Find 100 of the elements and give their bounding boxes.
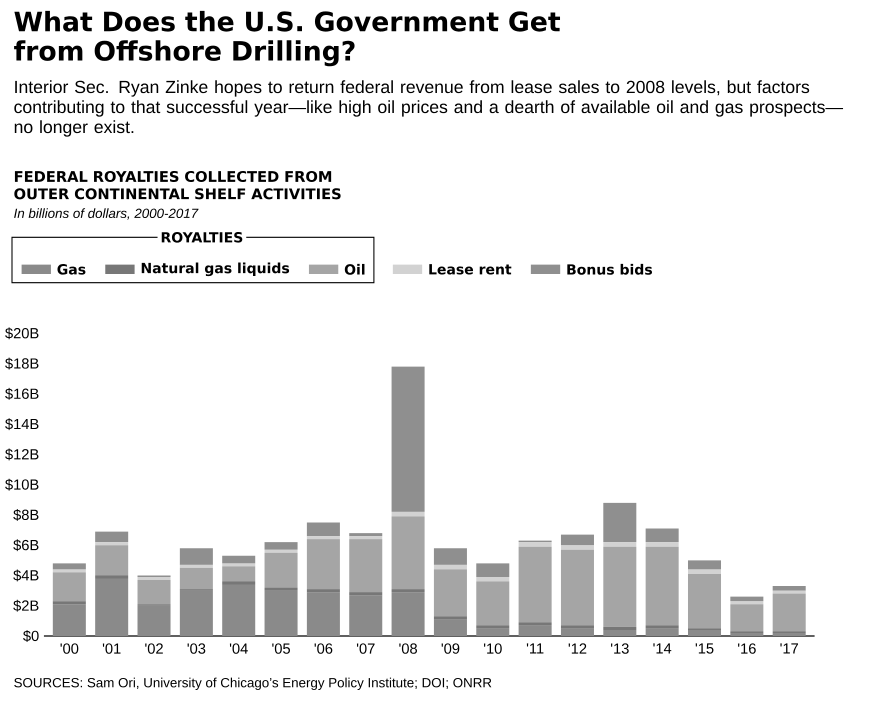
y-tick-label: $18B [5, 358, 38, 370]
bar [730, 596, 764, 602]
x-tick-label: '16 [738, 644, 756, 654]
x-tick-label: '06 [314, 644, 332, 654]
y-tick-label: $8B [13, 509, 38, 522]
bar [349, 595, 382, 636]
bar [264, 542, 298, 550]
bar [772, 633, 806, 636]
y-tick-label: $10B [5, 478, 38, 491]
bar [222, 556, 256, 564]
legend-label: Lease rent [429, 264, 512, 275]
legend-title: ROYALTIES [162, 232, 242, 243]
bar [264, 590, 298, 636]
bar [730, 604, 764, 632]
y-tick-label: $6B [13, 539, 38, 552]
bar [138, 577, 171, 580]
bar [476, 582, 510, 626]
bar [95, 545, 128, 576]
x-tick-label: '17 [780, 644, 798, 654]
bar [138, 606, 171, 636]
bar [518, 622, 552, 626]
bar [688, 570, 722, 574]
bar [646, 628, 679, 636]
x-tick-label: '11 [526, 644, 544, 654]
bar [518, 542, 552, 547]
bar [730, 601, 764, 604]
y-tick-label: $4B [13, 570, 38, 582]
bar [434, 548, 467, 566]
x-tick-label: '13 [611, 644, 629, 654]
bar [392, 512, 425, 517]
bar [349, 533, 382, 536]
x-tick-label: '12 [568, 644, 586, 654]
bar [688, 574, 722, 629]
bar [434, 570, 467, 616]
x-tick-label: '14 [653, 644, 672, 654]
bar [603, 502, 636, 542]
bar [434, 565, 467, 570]
chart-subtitle: Interior Sec. Ryan Zinke hopes to return federal revenue from lease sales to 2008 levels, but factors contributing to that successful year—like high oil prices and a dearth of available oil and gas prospects—no longer exist. [14, 80, 844, 137]
x-tick-label: '08 [399, 644, 417, 654]
y-tick-label: $0 [23, 630, 39, 642]
x-tick-label: '09 [442, 644, 460, 654]
bar [434, 620, 467, 636]
bar [180, 565, 213, 568]
bar [306, 522, 340, 536]
bar [180, 568, 213, 590]
bar [95, 532, 128, 542]
bar [434, 616, 467, 620]
bar [476, 628, 510, 636]
bar [646, 542, 679, 547]
y-tick-label: $20B [5, 328, 38, 340]
bar [349, 539, 382, 592]
x-tick-label: '07 [356, 644, 375, 654]
bar [476, 626, 510, 629]
bar [772, 594, 806, 632]
bar [603, 546, 636, 628]
bar [518, 546, 552, 623]
bar [349, 536, 382, 540]
bar [646, 626, 679, 629]
x-tick-label: '02 [145, 644, 163, 654]
bar [688, 560, 722, 570]
text: In billions of dollars, 2000-2017 [14, 208, 199, 220]
bar [306, 539, 340, 590]
bar [560, 626, 594, 629]
bar [95, 542, 128, 546]
bar [730, 633, 764, 636]
bar [603, 630, 636, 636]
bar [688, 630, 722, 636]
bar [222, 564, 256, 567]
bar [52, 564, 86, 570]
bar [476, 577, 510, 582]
bar [392, 516, 425, 590]
bar [518, 626, 552, 636]
bar [222, 566, 256, 582]
legend-label: Bonus bids [567, 264, 652, 275]
x-tick-label: '15 [696, 644, 714, 654]
bar [560, 545, 594, 550]
y-tick-label: $16B [5, 388, 38, 400]
bar [772, 586, 806, 591]
bar [180, 548, 213, 566]
bar [560, 628, 594, 636]
x-tick-label: '00 [60, 644, 78, 654]
bar [306, 536, 340, 540]
bar [264, 552, 298, 588]
legend-label: Oil [344, 264, 364, 275]
bar [560, 550, 594, 626]
bar [560, 534, 594, 546]
bar [392, 592, 425, 636]
bar [222, 584, 256, 636]
bar [264, 550, 298, 553]
legend-label: Natural gas liquids [142, 262, 290, 276]
bar [476, 564, 510, 578]
x-tick-label: '01 [102, 644, 121, 654]
y-tick-label: $12B [5, 448, 38, 461]
bar [52, 572, 86, 602]
y-tick-label: $2B [13, 600, 38, 612]
bar [603, 627, 636, 630]
x-tick-label: '10 [484, 644, 502, 654]
x-tick-label: '03 [188, 644, 206, 654]
text: FEDERAL ROYALTIES COLLECTED FROM OUTER CONTINENTAL SHELF ACTIVITIES [14, 171, 341, 200]
bar [772, 590, 806, 594]
